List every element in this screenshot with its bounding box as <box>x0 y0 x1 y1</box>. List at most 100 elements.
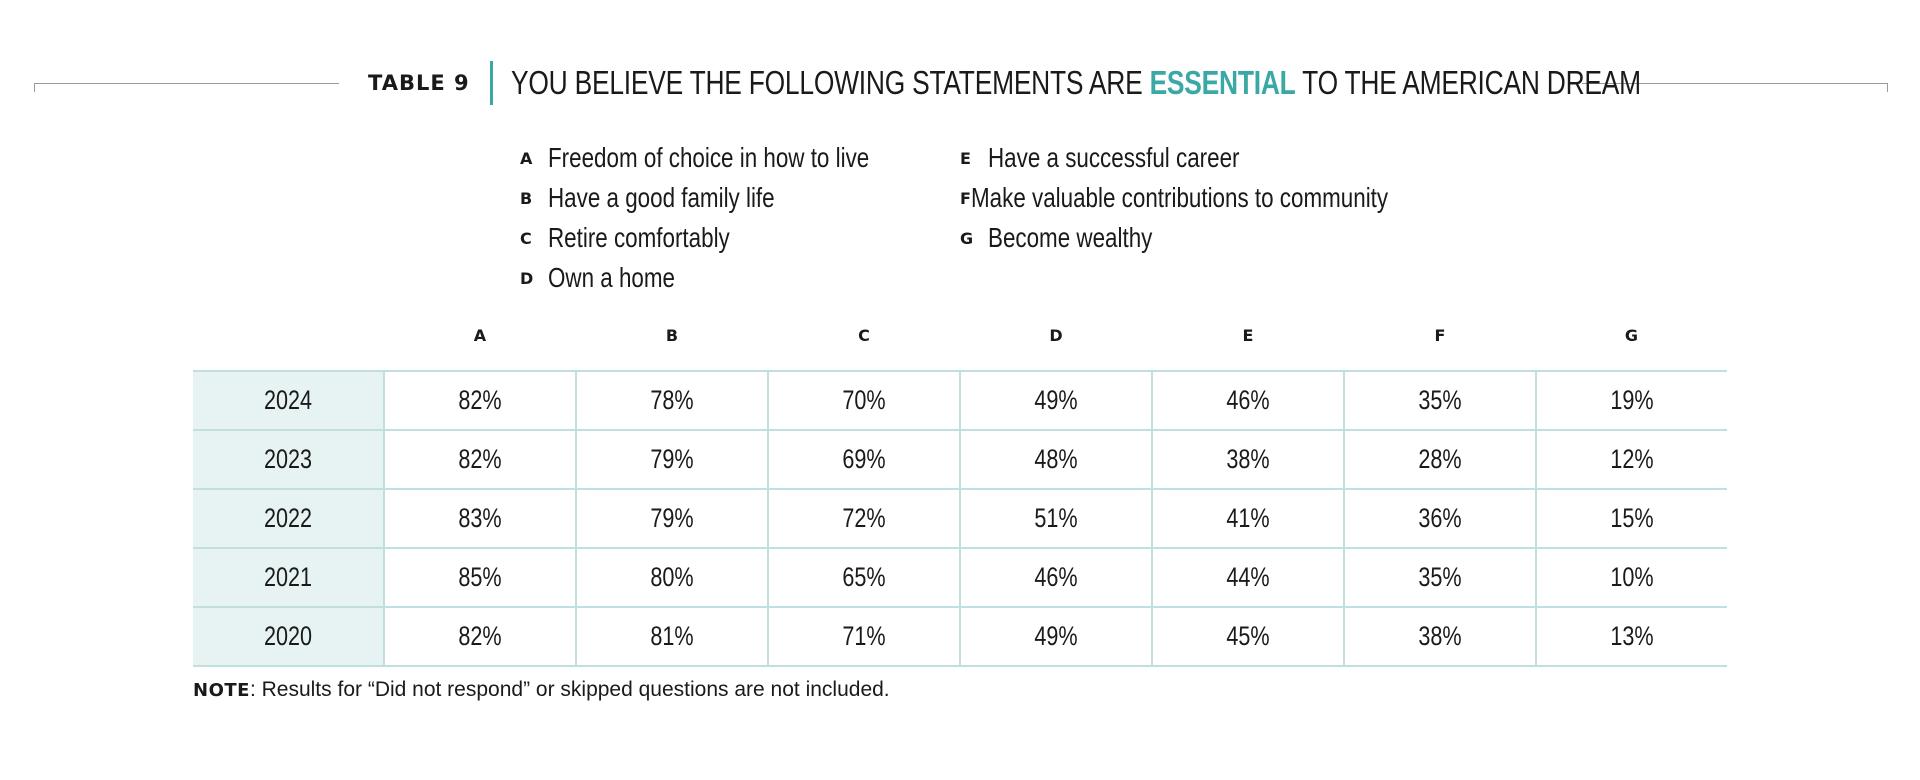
table-header-row: A B C D E F G <box>193 318 1727 371</box>
value-cell-d: 51% <box>959 488 1152 548</box>
legend-text: Become wealthy <box>988 222 1153 253</box>
value-cell-a: 82% <box>383 429 576 489</box>
value-label: 80% <box>650 562 694 592</box>
value-label: 35% <box>1418 562 1462 592</box>
value-cell-c: 65% <box>767 547 960 607</box>
value-label: 51% <box>1034 503 1078 533</box>
title-row: TABLE 9 YOU BELIEVE THE FOLLOWING STATEM… <box>368 58 1920 108</box>
legend-item-f: F Make valuable contributions to communit… <box>960 178 1420 218</box>
legend-item-g: G Become wealthy <box>960 218 1420 258</box>
table-body: 2024 82% 78% 70% 49% 46% 35% 19% 2023 82% 79% 69% 48… <box>193 370 1727 667</box>
value-cell-e: 41% <box>1151 488 1344 548</box>
table-title: YOU BELIEVE THE FOLLOWING STATEMENTS ARE… <box>511 64 1641 102</box>
legend-letter: B <box>520 188 533 208</box>
table-row: 2020 82% 81% 71% 49% 45% 38% 13% <box>193 606 1727 667</box>
value-label: 38% <box>1418 621 1462 651</box>
legend-text: Own a home <box>548 262 675 293</box>
legend-item-e: E Have a successful career <box>960 138 1420 178</box>
title-accent-word: ESSENTIAL <box>1149 64 1296 101</box>
value-cell-g: 13% <box>1535 606 1727 667</box>
legend-letter: G <box>960 228 974 248</box>
value-label: 10% <box>1610 562 1654 592</box>
year-label: 2022 <box>263 503 313 533</box>
legend-item-a: A Freedom of choice in how to live <box>520 138 960 178</box>
value-cell-f: 28% <box>1343 429 1536 489</box>
value-label: 12% <box>1610 444 1654 474</box>
value-label: 49% <box>1034 385 1078 415</box>
footnote-text: : Results for “Did not respond” or skipp… <box>249 678 890 701</box>
value-label: 82% <box>458 385 502 415</box>
year-cell: 2023 <box>193 429 384 489</box>
title-text-before: YOU BELIEVE THE FOLLOWING STATEMENTS ARE <box>510 64 1150 101</box>
title-rule-left <box>34 83 339 84</box>
value-label: 41% <box>1226 503 1270 533</box>
legend-empty-cell <box>960 258 1420 298</box>
column-header-a: A <box>473 326 487 345</box>
statement-legend: A Freedom of choice in how to live E Have a… <box>520 138 1420 298</box>
value-cell-b: 79% <box>575 429 768 489</box>
value-label: 15% <box>1610 503 1654 533</box>
legend-text: Have a good family life <box>548 182 775 213</box>
value-label: 19% <box>1610 385 1654 415</box>
value-cell-a: 82% <box>383 370 576 430</box>
value-cell-c: 71% <box>767 606 960 667</box>
value-cell-a: 83% <box>383 488 576 548</box>
value-label: 78% <box>650 385 694 415</box>
value-cell-d: 49% <box>959 370 1152 430</box>
column-header-g: G <box>1624 326 1639 345</box>
header-corner <box>193 318 384 371</box>
value-label: 36% <box>1418 503 1462 533</box>
value-cell-f: 35% <box>1343 547 1536 607</box>
table-label: TABLE 9 <box>368 71 470 95</box>
title-separator <box>489 61 493 105</box>
value-label: 83% <box>458 503 502 533</box>
value-cell-e: 44% <box>1151 547 1344 607</box>
value-cell-e: 46% <box>1151 370 1344 430</box>
footnote: NOTE: Results for “Did not respond” or s… <box>193 678 890 702</box>
value-cell-e: 45% <box>1151 606 1344 667</box>
legend-item-c: C Retire comfortably <box>520 218 960 258</box>
legend-letter: F <box>960 188 971 208</box>
value-cell-g: 12% <box>1535 429 1727 489</box>
table-row: 2024 82% 78% 70% 49% 46% 35% 19% <box>193 370 1727 430</box>
title-rule-right <box>1582 83 1888 84</box>
value-label: 85% <box>458 562 502 592</box>
value-label: 28% <box>1418 444 1462 474</box>
value-label: 49% <box>1034 621 1078 651</box>
value-label: 71% <box>842 621 886 651</box>
value-cell-g: 10% <box>1535 547 1727 607</box>
year-cell: 2021 <box>193 547 384 607</box>
table-row: 2023 82% 79% 69% 48% 38% 28% 12% <box>193 429 1727 489</box>
value-cell-e: 38% <box>1151 429 1344 489</box>
value-label: 65% <box>842 562 886 592</box>
value-cell-d: 46% <box>959 547 1152 607</box>
value-cell-c: 72% <box>767 488 960 548</box>
value-label: 79% <box>650 444 694 474</box>
value-label: 72% <box>842 503 886 533</box>
value-cell-b: 79% <box>575 488 768 548</box>
legend-letter: C <box>520 228 532 248</box>
value-cell-b: 78% <box>575 370 768 430</box>
value-label: 82% <box>458 444 502 474</box>
value-label: 45% <box>1226 621 1270 651</box>
value-cell-f: 36% <box>1343 488 1536 548</box>
column-header-c: C <box>858 326 870 345</box>
value-cell-a: 82% <box>383 606 576 667</box>
legend-text: Have a successful career <box>988 142 1240 173</box>
legend-letter: E <box>960 148 971 168</box>
table-row: 2021 85% 80% 65% 46% 44% 35% 10% <box>193 547 1727 607</box>
year-label: 2021 <box>263 562 313 592</box>
legend-item-b: B Have a good family life <box>520 178 960 218</box>
value-cell-g: 15% <box>1535 488 1727 548</box>
title-rule-left-tick <box>34 83 35 92</box>
title-text-after: TO THE AMERICAN DREAM <box>1295 64 1641 101</box>
value-label: 82% <box>458 621 502 651</box>
results-table: A B C D E F G 2024 82% 78% 70% 49% 46% 35% 19% 2023 82%… <box>193 318 1727 667</box>
column-header-b: B <box>665 326 679 345</box>
value-label: 48% <box>1034 444 1078 474</box>
legend-text: Freedom of choice in how to live <box>548 142 870 173</box>
value-cell-c: 69% <box>767 429 960 489</box>
legend-item-d: D Own a home <box>520 258 960 298</box>
value-cell-d: 48% <box>959 429 1152 489</box>
